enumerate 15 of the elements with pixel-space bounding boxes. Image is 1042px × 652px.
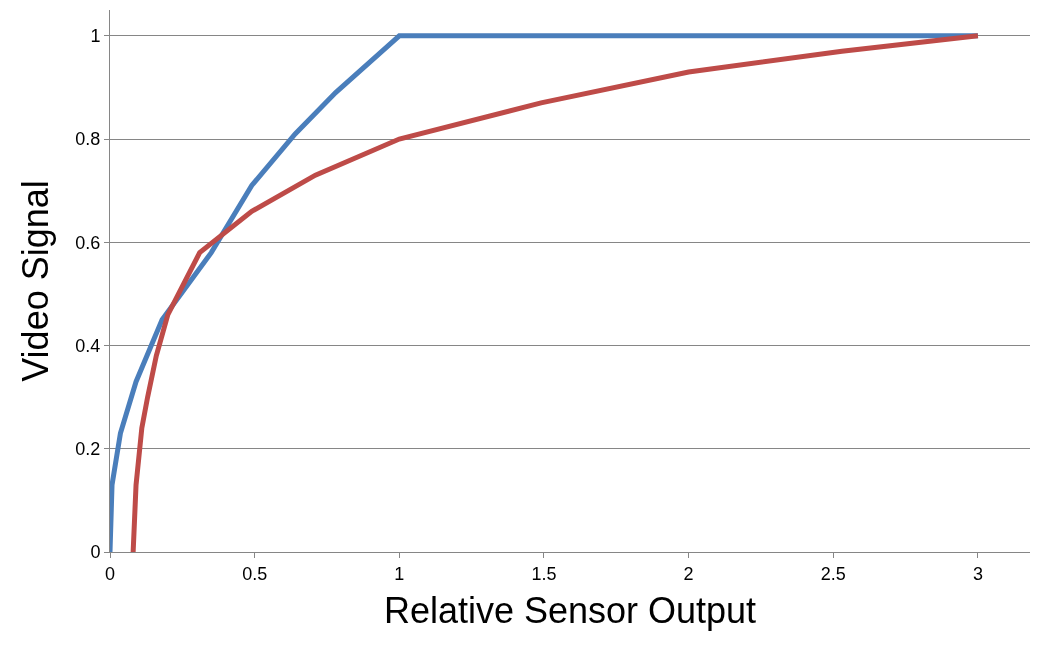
- x-tick-label: 2.5: [820, 563, 846, 584]
- y-tick-label: 1: [90, 26, 101, 47]
- x-tick-label: 3: [972, 563, 983, 584]
- y-tick-label: 0.8: [75, 129, 101, 150]
- y-tick-label: 0: [90, 542, 101, 563]
- x-tick-label: 0: [104, 563, 116, 584]
- y-axis-title: Video Signal: [15, 180, 57, 382]
- x-axis-title: Relative Sensor Output: [383, 590, 757, 632]
- x-tick-label: 2: [683, 563, 694, 584]
- x-tick-label: 0.5: [242, 563, 268, 584]
- y-tick-label: 0.6: [75, 232, 101, 253]
- y-tick-label: 0.4: [75, 335, 101, 356]
- x-tick-label: 1: [394, 563, 405, 584]
- x-tick-label: 1.5: [531, 563, 557, 584]
- y-tick-label: 0.2: [75, 439, 101, 460]
